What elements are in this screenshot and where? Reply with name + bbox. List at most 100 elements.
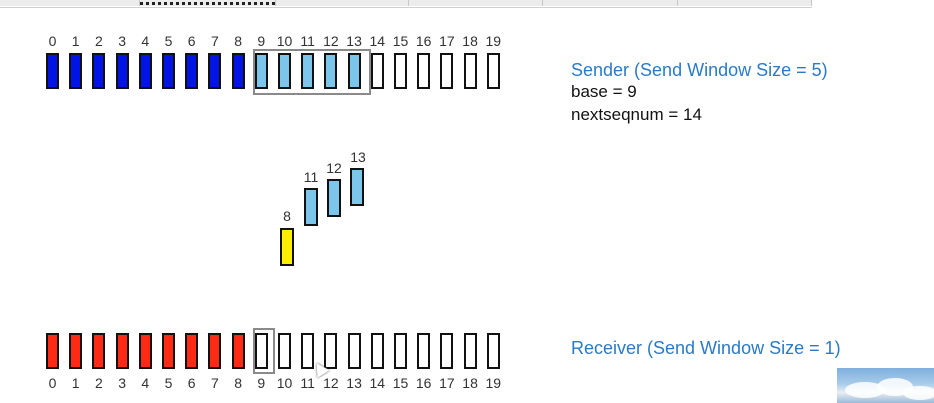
sequence-number-label: 3	[118, 33, 126, 49]
packet-slot	[46, 53, 59, 89]
sequence-number-label: 6	[187, 33, 196, 49]
tab[interactable]	[543, 0, 678, 6]
sequence-number-label: 14	[369, 33, 386, 49]
packet-slot	[254, 53, 268, 89]
sequence-number-label: 19	[485, 33, 502, 49]
sequence-number-label: 8	[234, 375, 242, 391]
sequence-number-label: 8	[234, 33, 242, 49]
sender-title: Sender (Send Window Size = 5)	[571, 60, 828, 80]
packet-slot	[115, 53, 129, 89]
packet-slot	[138, 53, 152, 89]
sequence-number-label: 9	[257, 375, 266, 391]
packet-slot	[162, 333, 175, 369]
packet-slot	[486, 53, 500, 89]
browser-tab-strip	[0, 0, 813, 8]
in-flight-label: 8	[283, 208, 291, 224]
packet-slot	[301, 333, 315, 369]
data-packet-in-flight	[327, 179, 341, 217]
packet-slot	[92, 53, 106, 89]
sequence-number-label: 12	[323, 33, 339, 49]
sequence-number-label: 11	[300, 33, 315, 49]
sequence-number-label: 0	[48, 375, 57, 391]
packet-slot	[417, 333, 431, 369]
sequence-number-label: 9	[257, 33, 266, 49]
packet-slot	[254, 333, 268, 369]
packet-slot	[347, 333, 361, 369]
packet-slot	[69, 53, 83, 89]
packet-slot	[231, 333, 245, 369]
packet-slot	[417, 53, 431, 89]
packet-slot	[394, 53, 407, 89]
packet-slot	[115, 333, 129, 369]
sequence-number-label: 2	[94, 33, 103, 49]
packet-slot	[278, 53, 291, 89]
sequence-number-label: 16	[415, 375, 432, 391]
sequence-number-label: 18	[462, 33, 478, 49]
sequence-number-label: 13	[346, 375, 362, 391]
sequence-number-label: 1	[71, 375, 80, 391]
sequence-number-label: 3	[118, 375, 126, 391]
sequence-number-label: 7	[210, 33, 219, 49]
sequence-number-label: 15	[392, 33, 409, 49]
sequence-number-label: 18	[462, 375, 478, 391]
sender-nextseqnum-value: nextseqnum = 14	[571, 105, 702, 124]
packet-slot	[208, 53, 222, 89]
data-packet-in-flight	[304, 188, 318, 226]
sequence-number-label: 2	[94, 375, 103, 391]
sequence-number-label: 17	[439, 33, 455, 49]
packet-slot	[463, 53, 477, 89]
sequence-number-label: 10	[276, 375, 293, 391]
receiver-title: Receiver (Send Window Size = 1)	[571, 338, 841, 358]
sequence-number-label: 16	[415, 33, 432, 49]
tab-active[interactable]	[140, 0, 276, 6]
packet-slot	[46, 333, 59, 369]
in-flight-label: 13	[350, 149, 366, 165]
packet-slot	[185, 333, 199, 369]
ack-packet-in-flight	[280, 228, 294, 266]
sequence-number-label: 19	[485, 375, 502, 391]
sender-base-value: base = 9	[571, 82, 637, 101]
tab[interactable]	[275, 0, 409, 6]
packet-slot	[69, 333, 83, 369]
packet-slot	[138, 333, 152, 369]
packet-slot	[370, 53, 384, 89]
sequence-number-label: 10	[276, 33, 293, 49]
packet-slot	[463, 333, 477, 369]
packet-slot	[162, 53, 175, 89]
sequence-number-label: 5	[164, 375, 173, 391]
packet-slot	[278, 333, 291, 369]
sequence-number-label: 5	[164, 33, 173, 49]
sequence-number-label: 0	[48, 33, 57, 49]
packet-slot	[486, 333, 500, 369]
in-flight-label: 12	[326, 160, 342, 176]
packet-slot	[324, 333, 338, 369]
sequence-number-label: 12	[323, 375, 339, 391]
sequence-number-label: 13	[346, 33, 362, 49]
sequence-number-label: 14	[369, 375, 386, 391]
sequence-number-label: 6	[187, 375, 196, 391]
tab[interactable]	[408, 0, 544, 6]
packet-slot	[440, 53, 454, 89]
in-flight-label: 11	[303, 169, 319, 185]
tab[interactable]	[677, 0, 813, 6]
packet-slot	[394, 333, 407, 369]
packet-slot	[185, 53, 199, 89]
packet-slot	[92, 333, 106, 369]
packet-slot	[324, 53, 338, 89]
webcam-thumbnail	[837, 368, 934, 403]
sequence-number-label: 11	[300, 375, 315, 391]
packet-slot	[231, 53, 245, 89]
data-packet-in-flight	[350, 168, 364, 206]
sequence-number-label: 1	[71, 33, 80, 49]
packet-slot	[440, 333, 454, 369]
packet-slot	[208, 333, 222, 369]
packet-slot	[347, 53, 361, 89]
sequence-number-label: 17	[439, 375, 455, 391]
packet-slot	[301, 53, 315, 89]
sequence-number-label: 7	[210, 375, 219, 391]
sequence-number-label: 4	[141, 33, 150, 49]
tab[interactable]	[0, 0, 141, 6]
sequence-number-label: 15	[392, 375, 409, 391]
packet-slot	[370, 333, 384, 369]
sequence-number-label: 4	[141, 375, 150, 391]
